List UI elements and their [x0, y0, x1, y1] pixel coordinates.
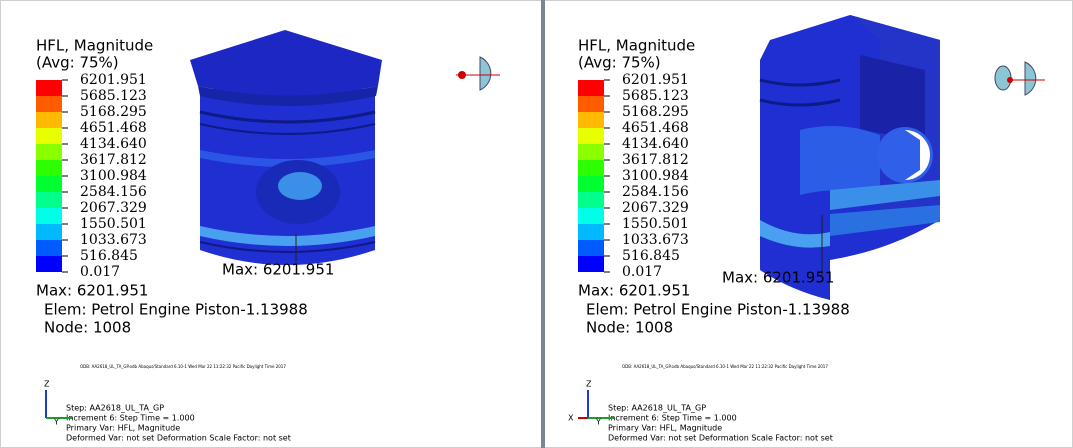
- footer-line: Step: AA2618_UL_TA_GP: [608, 404, 706, 413]
- legend-swatch: [578, 176, 604, 192]
- legend-swatch: [36, 240, 62, 256]
- triad-label: Y: [53, 418, 59, 427]
- legend-subtitle: (Avg: 75%): [36, 54, 119, 72]
- triad-label: Z: [44, 380, 50, 389]
- node-info: Node: 1008: [586, 319, 673, 337]
- legend-swatch: [578, 240, 604, 256]
- legend-swatch: [578, 80, 604, 96]
- legend-value: 5168.295: [622, 104, 689, 120]
- node-info: Node: 1008: [44, 319, 131, 337]
- legend-value: 6201.951: [622, 72, 689, 88]
- legend-swatch: [36, 224, 62, 240]
- legend-value: 3100.984: [622, 168, 689, 184]
- element-info: Elem: Petrol Engine Piston-1.13988: [44, 301, 308, 319]
- triad-label: Y: [595, 418, 601, 427]
- legend-swatch: [578, 256, 604, 272]
- viewport-divider: [541, 0, 545, 448]
- legend-value: 2584.156: [80, 184, 147, 200]
- legend-value: 3617.812: [80, 152, 147, 168]
- legend-swatch: [36, 160, 62, 176]
- max-summary: Max: 6201.951: [36, 282, 148, 300]
- legend-value: 5685.123: [80, 88, 147, 104]
- odb-info: ODB: AA2618_UL_TA_GP.odb Abaqus/Standard…: [622, 364, 828, 369]
- triad-label: Z: [586, 380, 592, 389]
- max-annotation: Max: 6201.951: [222, 261, 334, 279]
- legend-value: 1033.673: [622, 232, 689, 248]
- screenshot: HFL, Magnitude(Avg: 75%)6201.9515685.123…: [0, 0, 1073, 448]
- legend-swatch: [578, 208, 604, 224]
- legend-value: 1550.501: [80, 216, 147, 232]
- legend-subtitle: (Avg: 75%): [578, 54, 661, 72]
- legend-swatch: [578, 112, 604, 128]
- legend-swatch: [578, 160, 604, 176]
- legend-swatch: [578, 96, 604, 112]
- legend-value: 0.017: [622, 264, 662, 280]
- legend-swatch: [36, 112, 62, 128]
- legend-value: 3100.984: [80, 168, 147, 184]
- legend-value: 5168.295: [80, 104, 147, 120]
- odb-info: ODB: AA2618_UL_TA_GP.odb Abaqus/Standard…: [80, 364, 286, 369]
- piston-model: [190, 30, 382, 265]
- legend-value: 4651.468: [80, 120, 147, 136]
- footer-line: Increment 6: Step Time = 1.000: [608, 414, 737, 423]
- footer-line: Increment 6: Step Time = 1.000: [66, 414, 195, 423]
- legend-value: 3617.812: [622, 152, 689, 168]
- legend-swatch: [36, 256, 62, 272]
- legend-value: 5685.123: [622, 88, 689, 104]
- legend-value: 0.017: [80, 264, 120, 280]
- legend-swatch: [578, 128, 604, 144]
- max-annotation: Max: 6201.951: [722, 269, 834, 287]
- element-info: Elem: Petrol Engine Piston-1.13988: [586, 301, 850, 319]
- legend-value: 1550.501: [622, 216, 689, 232]
- legend-title: HFL, Magnitude: [578, 37, 695, 55]
- legend-swatch: [36, 192, 62, 208]
- footer-line: Step: AA2618_UL_TA_GP: [66, 404, 164, 413]
- legend-value: 516.845: [80, 248, 138, 264]
- footer-line: Deformed Var: not set Deformation Scale …: [66, 434, 291, 443]
- legend-swatch: [36, 96, 62, 112]
- legend-swatch: [36, 176, 62, 192]
- legend-swatch: [36, 208, 62, 224]
- legend-swatch: [36, 144, 62, 160]
- legend-value: 4134.640: [80, 136, 147, 152]
- legend-title: HFL, Magnitude: [36, 37, 153, 55]
- legend-swatch: [578, 192, 604, 208]
- legend-value: 1033.673: [80, 232, 147, 248]
- legend-value: 6201.951: [80, 72, 147, 88]
- legend-swatch: [36, 128, 62, 144]
- legend-swatch: [578, 144, 604, 160]
- legend-value: 4651.468: [622, 120, 689, 136]
- legend-value: 516.845: [622, 248, 680, 264]
- max-summary: Max: 6201.951: [578, 282, 690, 300]
- footer-line: Primary Var: HFL, Magnitude: [608, 424, 722, 433]
- footer-line: Primary Var: HFL, Magnitude: [66, 424, 180, 433]
- legend-value: 2067.329: [80, 200, 147, 216]
- legend-swatch: [578, 224, 604, 240]
- legend-value: 2584.156: [622, 184, 689, 200]
- legend-value: 4134.640: [622, 136, 689, 152]
- legend-value: 2067.329: [622, 200, 689, 216]
- legend-swatch: [36, 80, 62, 96]
- triad-label: X: [568, 414, 574, 423]
- footer-line: Deformed Var: not set Deformation Scale …: [608, 434, 833, 443]
